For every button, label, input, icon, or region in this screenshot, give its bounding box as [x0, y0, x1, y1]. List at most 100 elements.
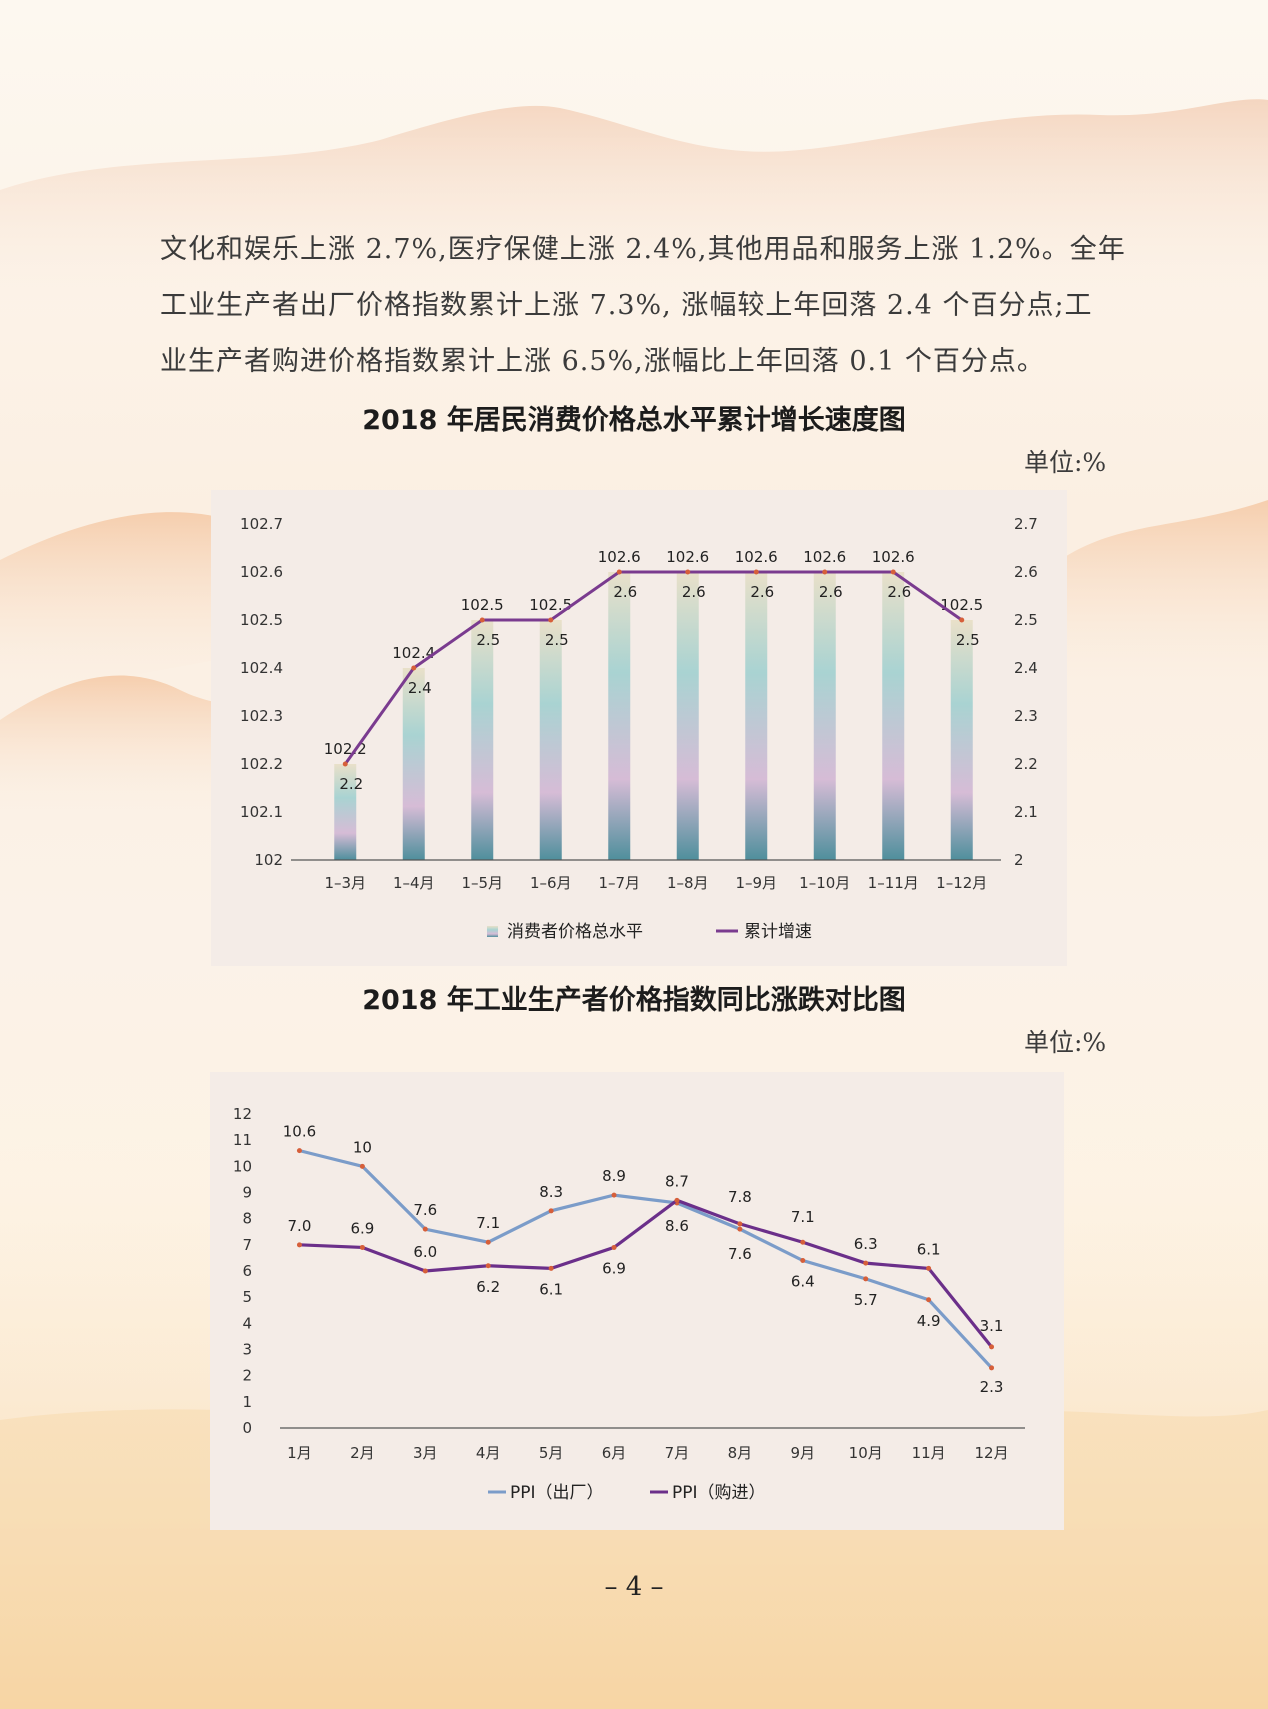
growth-rate-point	[685, 569, 691, 575]
ppi-outgoing-label: 5.7	[854, 1291, 878, 1309]
y-tick-label: 7	[242, 1236, 252, 1254]
x-tick-label: 1月	[287, 1444, 312, 1462]
ppi-purchase-label: 6.3	[854, 1235, 878, 1253]
y-left-tick-label: 102.7	[240, 515, 283, 533]
growth-rate-point	[753, 569, 759, 575]
x-tick-label: 11月	[912, 1444, 946, 1462]
x-tick-label: 1–8月	[667, 874, 709, 892]
bar-value-label: 102.6	[598, 548, 641, 566]
legend-bar-swatch	[487, 926, 498, 937]
bar	[402, 668, 425, 860]
y-right-tick-label: 2.5	[1014, 611, 1038, 629]
x-tick-label: 1–9月	[735, 874, 777, 892]
ppi-outgoing-label: 7.1	[476, 1214, 500, 1232]
ppi-outgoing-label: 8.9	[602, 1167, 626, 1185]
growth-rate-point	[548, 617, 554, 623]
x-tick-label: 9月	[791, 1444, 816, 1462]
bar-value-label: 102.6	[803, 548, 846, 566]
y-tick-label: 9	[242, 1184, 252, 1202]
growth-rate-point	[616, 569, 622, 575]
ppi-outgoing-label: 4.9	[917, 1312, 941, 1330]
ppi-outgoing-line	[299, 1149, 993, 1369]
ppi-purchase-label: 8.7	[665, 1172, 689, 1190]
y-right-tick-label: 2.2	[1014, 755, 1038, 773]
growth-rate-label: 2.5	[476, 631, 500, 649]
ppi-purchase-label: 6.9	[350, 1219, 374, 1237]
ppi-purchase-label: 7.0	[288, 1217, 312, 1235]
y-right-tick-label: 2.7	[1014, 515, 1038, 533]
ppi-outgoing-point	[296, 1148, 302, 1154]
y-right-tick-label: 2.3	[1014, 707, 1038, 725]
ppi-outgoing-point	[989, 1365, 995, 1371]
ppi-outgoing-label: 8.3	[539, 1183, 563, 1201]
ppi-purchase-point	[863, 1260, 869, 1266]
ppi-purchase-label: 6.2	[476, 1278, 500, 1296]
x-tick-label: 2月	[350, 1444, 375, 1462]
ppi-outgoing-point	[611, 1192, 617, 1198]
growth-rate-point	[890, 569, 896, 575]
ppi-outgoing-label: 6.4	[791, 1273, 815, 1291]
chart2-unit-label: 单位:%	[1024, 1028, 1107, 1057]
growth-rate-point	[822, 569, 828, 575]
bar	[471, 620, 494, 860]
bar-value-label: 102.6	[666, 548, 709, 566]
y-left-tick-label: 102	[254, 851, 283, 869]
ppi-outgoing-label: 10.6	[283, 1123, 316, 1141]
x-tick-label: 6月	[602, 1444, 627, 1462]
ppi-purchase-point	[611, 1244, 617, 1250]
growth-rate-label: 2.6	[682, 583, 706, 601]
y-tick-label: 0	[242, 1419, 252, 1437]
ppi-outgoing-point	[359, 1163, 365, 1169]
x-tick-label: 8月	[728, 1444, 753, 1462]
y-tick-label: 12	[233, 1105, 252, 1123]
chart1-unit-label: 单位:%	[1024, 448, 1107, 477]
growth-rate-label: 2.6	[887, 583, 911, 601]
ppi-purchase-label: 3.1	[980, 1317, 1004, 1335]
ppi-outgoing-label: 7.6	[413, 1201, 437, 1219]
growth-rate-point	[959, 617, 965, 623]
y-left-tick-label: 102.2	[240, 755, 283, 773]
ppi-outgoing-label: 2.3	[980, 1378, 1004, 1396]
legend-line-label: 累计增速	[744, 922, 812, 942]
legend-outgoing-label: PPI（出厂）	[510, 1483, 604, 1503]
x-tick-label: 5月	[539, 1444, 564, 1462]
growth-rate-point	[342, 761, 348, 767]
growth-rate-label: 2.6	[750, 583, 774, 601]
ppi-outgoing-point	[485, 1239, 491, 1245]
ppi-purchase-label: 6.1	[539, 1280, 563, 1298]
y-left-tick-label: 102.1	[240, 803, 283, 821]
chart1-panel: 102 102.1 102.2 102.3 102.4 102.5 102.6 102.7 2 2…	[211, 490, 1067, 966]
ppi-purchase-label: 7.1	[791, 1208, 815, 1226]
ppi-purchase-point	[359, 1244, 365, 1250]
ppi-purchase-point	[926, 1265, 932, 1271]
cpi-cumulative-chart: 102 102.1 102.2 102.3 102.4 102.5 102.6 102.7 2 2…	[240, 515, 1038, 942]
ppi-outgoing-point	[926, 1297, 932, 1303]
ppi-purchase-point	[422, 1268, 428, 1274]
x-tick-label: 1–7月	[598, 874, 640, 892]
growth-rate-point	[479, 617, 485, 623]
ppi-purchase-line	[299, 1198, 993, 1348]
y-left-tick-label: 102.4	[240, 659, 283, 677]
ppi-outgoing-label: 10	[353, 1138, 372, 1156]
paragraph-line: 文化和娱乐上涨 2.7%,医疗保健上涨 2.4%,其他用品和服务上涨 1.2%。…	[160, 234, 1126, 265]
x-tick-label: 1–11月	[868, 874, 919, 892]
y-tick-label: 5	[242, 1288, 252, 1306]
y-right-tick-label: 2.6	[1014, 563, 1038, 581]
bar	[608, 572, 631, 860]
x-tick-label: 7月	[665, 1444, 690, 1462]
ppi-purchase-point	[800, 1239, 806, 1245]
y-tick-label: 11	[233, 1131, 252, 1149]
growth-rate-label: 2.4	[408, 679, 432, 697]
paragraph-line: 业生产者购进价格指数累计上涨 6.5%,涨幅比上年回落 0.1 个百分点。	[160, 346, 1045, 377]
y-right-tick-label: 2	[1014, 851, 1024, 869]
y-tick-label: 2	[242, 1367, 252, 1385]
y-left-tick-label: 102.6	[240, 563, 283, 581]
ppi-purchase-label: 6.0	[413, 1243, 437, 1261]
bar	[950, 620, 973, 860]
body-paragraph: 文化和娱乐上涨 2.7%,医疗保健上涨 2.4%,其他用品和服务上涨 1.2%。…	[160, 222, 1126, 390]
ppi-purchase-label: 6.1	[917, 1240, 941, 1258]
ppi-outgoing-point	[548, 1208, 554, 1214]
ppi-purchase-point	[296, 1242, 302, 1248]
y-right-tick-label: 2.4	[1014, 659, 1038, 677]
